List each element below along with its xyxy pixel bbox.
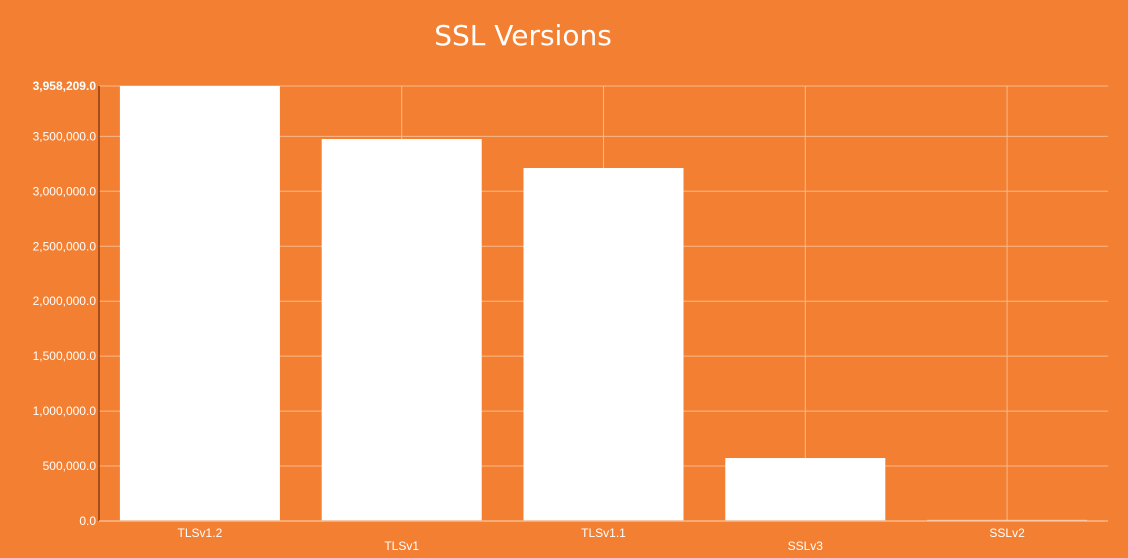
y-tick-label: 3,958,209.0: [33, 79, 97, 93]
x-tick-label: TLSv1.2: [178, 526, 223, 540]
bar-tlsv1-2[interactable]: [119, 86, 280, 521]
y-tick-label: 1,500,000.0: [33, 349, 97, 363]
bar-tlsv1-1[interactable]: [523, 168, 684, 521]
bar-sslv3[interactable]: [725, 458, 886, 521]
x-tick-label: TLSv1.1: [581, 526, 626, 540]
chart-title: SSL Versions: [434, 19, 612, 52]
x-tick-label: SSLv2: [989, 526, 1025, 540]
x-tick-label: SSLv3: [788, 539, 824, 553]
y-tick-label: 0.0: [79, 514, 96, 528]
y-tick-label: 3,500,000.0: [33, 129, 97, 143]
bar-tlsv1[interactable]: [321, 138, 482, 521]
y-tick-label: 2,000,000.0: [33, 294, 97, 308]
y-tick-label: 500,000.0: [43, 459, 97, 473]
bars: [119, 86, 1088, 521]
y-tick-label: 2,500,000.0: [33, 239, 97, 253]
x-tick-label: TLSv1: [384, 539, 419, 553]
axes: 0.0 500,000.0 1,000,000.0 1,500,000.0 2,000,…: [33, 79, 1108, 553]
y-tick-label: 1,000,000.0: [33, 404, 97, 418]
y-tick-label: 3,000,000.0: [33, 184, 97, 198]
